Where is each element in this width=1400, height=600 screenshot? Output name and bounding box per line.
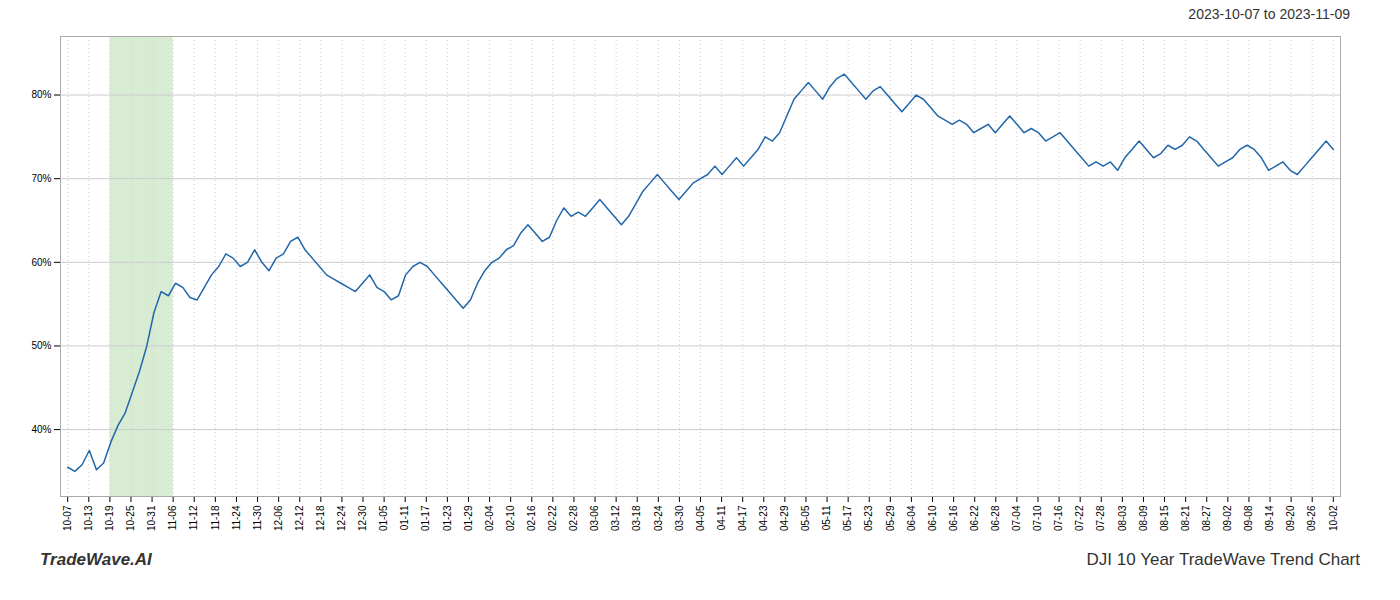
svg-text:04-05: 04-05 — [695, 505, 706, 531]
svg-text:11-24: 11-24 — [231, 505, 242, 530]
svg-text:10-02: 10-02 — [1328, 505, 1339, 531]
svg-text:11-30: 11-30 — [252, 505, 263, 530]
svg-text:05-29: 05-29 — [885, 505, 896, 531]
svg-text:60%: 60% — [31, 257, 51, 268]
svg-text:01-29: 01-29 — [463, 505, 474, 531]
html-text:TradeWave.AI: TradeWave.AI — [40, 550, 152, 569]
svg-text:12-30: 12-30 — [357, 505, 368, 531]
svg-text:06-16: 06-16 — [948, 505, 959, 531]
svg-text:03-30: 03-30 — [674, 505, 685, 531]
svg-text:07-22: 07-22 — [1074, 505, 1085, 531]
svg-text:04-29: 04-29 — [779, 505, 790, 531]
svg-text:10-31: 10-31 — [146, 505, 157, 531]
svg-text:01-05: 01-05 — [378, 505, 389, 531]
svg-text:50%: 50% — [31, 340, 51, 351]
svg-text:08-15: 08-15 — [1159, 505, 1170, 531]
svg-text:03-06: 03-06 — [589, 505, 600, 531]
svg-text:12-12: 12-12 — [294, 505, 305, 531]
svg-text:40%: 40% — [31, 424, 51, 435]
svg-text:04-23: 04-23 — [758, 505, 769, 531]
svg-text:05-23: 05-23 — [863, 505, 874, 531]
svg-text:04-17: 04-17 — [737, 505, 748, 531]
svg-text:05-05: 05-05 — [800, 505, 811, 531]
svg-text:05-11: 05-11 — [821, 505, 832, 530]
svg-text:03-18: 03-18 — [631, 505, 642, 531]
svg-text:10-25: 10-25 — [125, 505, 136, 531]
svg-text:09-08: 09-08 — [1243, 505, 1254, 531]
svg-text:10-07: 10-07 — [62, 505, 73, 531]
svg-text:02-10: 02-10 — [505, 505, 516, 531]
svg-text:08-21: 08-21 — [1180, 505, 1191, 531]
svg-text:06-28: 06-28 — [990, 505, 1001, 531]
svg-text:06-10: 06-10 — [927, 505, 938, 531]
svg-text:12-06: 12-06 — [273, 505, 284, 531]
svg-text:09-02: 09-02 — [1222, 505, 1233, 531]
svg-text:06-04: 06-04 — [906, 505, 917, 531]
svg-text:09-20: 09-20 — [1285, 505, 1296, 531]
svg-text:07-04: 07-04 — [1011, 505, 1022, 531]
svg-text:08-09: 08-09 — [1138, 505, 1149, 531]
svg-text:10-19: 10-19 — [104, 505, 115, 531]
svg-text:04-11: 04-11 — [716, 505, 727, 530]
svg-text:07-28: 07-28 — [1095, 505, 1106, 531]
svg-text:01-23: 01-23 — [442, 505, 453, 531]
svg-text:09-26: 09-26 — [1306, 505, 1317, 531]
svg-text:06-22: 06-22 — [969, 505, 980, 531]
svg-text:01-17: 01-17 — [420, 505, 431, 531]
svg-text:02-16: 02-16 — [526, 505, 537, 531]
svg-text:11-06: 11-06 — [167, 505, 178, 530]
svg-text:08-03: 08-03 — [1117, 505, 1128, 531]
svg-text:07-10: 07-10 — [1032, 505, 1043, 531]
svg-text:09-14: 09-14 — [1264, 505, 1275, 531]
svg-text:11-12: 11-12 — [188, 505, 199, 530]
svg-text:03-24: 03-24 — [653, 505, 664, 531]
svg-text:70%: 70% — [31, 173, 51, 184]
svg-text:02-28: 02-28 — [568, 505, 579, 531]
html-text:2023-10-07 to 2023-11-09: 2023-10-07 to 2023-11-09 — [1188, 6, 1350, 22]
svg-text:05-17: 05-17 — [842, 505, 853, 531]
svg-text:80%: 80% — [31, 89, 51, 100]
svg-text:12-24: 12-24 — [336, 505, 347, 531]
svg-text:02-04: 02-04 — [484, 505, 495, 531]
svg-text:02-22: 02-22 — [547, 505, 558, 531]
svg-text:08-27: 08-27 — [1201, 505, 1212, 531]
svg-text:10-13: 10-13 — [83, 505, 94, 531]
html-text:DJI 10 Year TradeWave Trend Ch: DJI 10 Year TradeWave Trend Chart — [1086, 550, 1360, 569]
svg-text:01-11: 01-11 — [399, 505, 410, 530]
svg-text:12-18: 12-18 — [315, 505, 326, 531]
svg-text:07-16: 07-16 — [1053, 505, 1064, 531]
svg-text:03-12: 03-12 — [610, 505, 621, 531]
svg-text:11-18: 11-18 — [210, 505, 221, 530]
